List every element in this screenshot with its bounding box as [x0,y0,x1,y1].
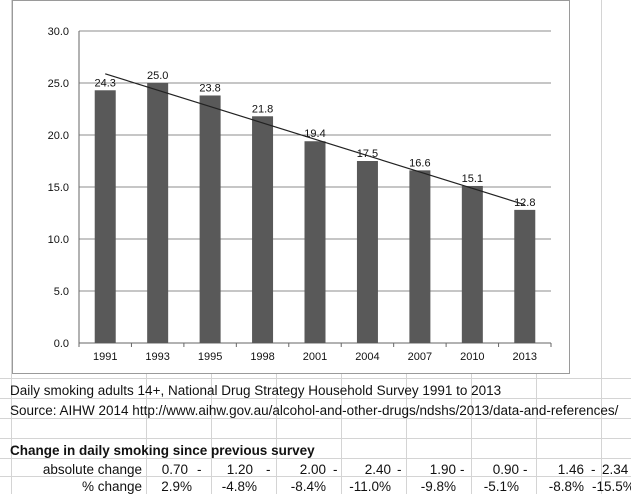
data-label: 23.8 [199,82,220,94]
x-tick-label: 1993 [145,351,169,363]
row-label-absolute: absolute change [42,462,142,477]
table-cell: -8.8% [548,479,584,494]
x-tick-label: 1995 [198,351,222,363]
data-label: 12.8 [514,197,535,209]
change-table-title: Change in daily smoking since previous s… [10,443,315,458]
x-tick-label: 2007 [408,351,432,363]
x-tick-label: 1991 [93,351,117,363]
y-tick-label: 30.0 [48,26,69,38]
table-cell: 1.46 [557,462,584,477]
bar [199,95,221,343]
bar [356,161,378,343]
chart-area[interactable]: 0.0 5.0 10.0 15.0 20.0 25.0 30.0 24.3 1991 25.0 19… [12,0,570,374]
table-cell: - [333,462,338,477]
table-cell: 0.70 [161,462,188,477]
table-cell: 2.00 [299,462,326,477]
bar [252,116,274,343]
row-label-percent: % change [81,479,142,494]
bar [94,90,116,343]
table-cell: -4.8% [221,479,257,494]
table-cell: 1.90 [429,462,456,477]
y-tick-label: 0.0 [54,338,69,350]
y-tick-label: 20.0 [48,130,69,142]
table-cell: -11.0% [349,479,391,494]
table-cell: - [460,462,465,477]
data-label: 16.6 [409,157,430,169]
data-label: 24.3 [95,77,116,89]
table-cell: - [197,462,202,477]
y-tick-label: 5.0 [54,286,69,298]
y-tick-label: 15.0 [48,182,69,194]
table-cell: 2.34 [602,462,629,477]
y-tick-label: 25.0 [48,78,69,90]
table-cell: 2.40 [364,462,391,477]
bar [461,185,483,343]
table-cell: -8.4% [290,479,326,494]
table-cell: -5.1% [483,479,519,494]
bar [514,209,536,343]
x-tick-label: 2001 [303,351,327,363]
data-label: 15.1 [462,173,483,185]
trend-line [105,73,525,206]
data-label: 19.4 [304,128,325,140]
bar [147,83,169,343]
table-cell: 1.20 [226,462,253,477]
source-text: Source: AIHW 2014 http://www.aihw.gov.au… [10,403,619,418]
bar [409,170,431,343]
x-tick-label: 1998 [250,351,274,363]
table-cell: 2.9% [161,479,192,494]
data-label: 25.0 [147,70,168,82]
y-tick-label: 10.0 [48,234,69,246]
table-cell: - [591,462,596,477]
table-cell: -9.8% [420,479,456,494]
data-label: 21.8 [252,103,273,115]
x-tick-label: 2004 [355,351,379,363]
bar-chart: 0.0 5.0 10.0 15.0 20.0 25.0 30.0 24.3 1991 25.0 19… [48,26,552,363]
x-tick-label: 2010 [460,351,484,363]
table-cell: 0.90 [492,462,519,477]
table-cell: - [523,462,528,477]
table-cell: - [397,462,402,477]
x-tick-label: 2013 [513,351,537,363]
table-cell: -15.5% [592,479,631,494]
table-cell: - [266,462,271,477]
chart-caption: Daily smoking adults 14+, National Drug … [10,383,502,398]
bar [304,141,326,343]
